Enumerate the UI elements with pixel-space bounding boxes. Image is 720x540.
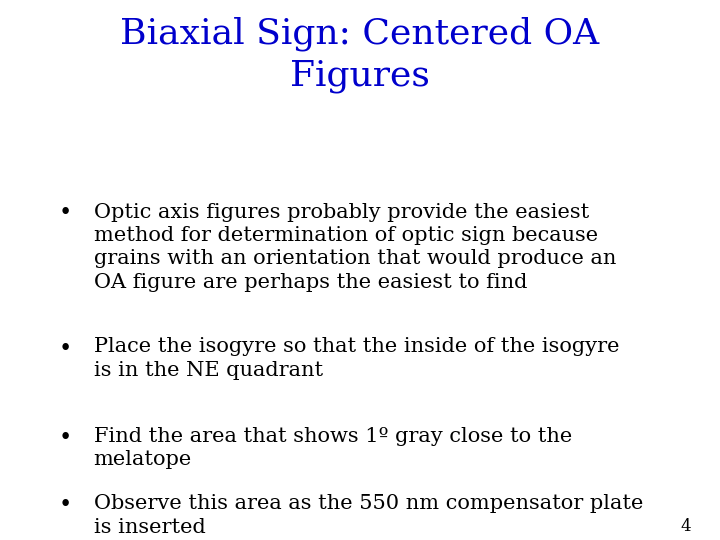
- Text: •: •: [58, 202, 71, 225]
- Text: Optic axis figures probably provide the easiest
method for determination of opti: Optic axis figures probably provide the …: [94, 202, 616, 292]
- Text: 4: 4: [680, 518, 691, 535]
- Text: •: •: [58, 494, 71, 516]
- Text: •: •: [58, 427, 71, 449]
- Text: Observe this area as the 550 nm compensator plate
is inserted: Observe this area as the 550 nm compensa…: [94, 494, 643, 537]
- Text: •: •: [58, 338, 71, 360]
- Text: Place the isogyre so that the inside of the isogyre
is in the NE quadrant: Place the isogyre so that the inside of …: [94, 338, 619, 380]
- Text: Find the area that shows 1º gray close to the
melatope: Find the area that shows 1º gray close t…: [94, 427, 572, 469]
- Text: Biaxial Sign: Centered OA
Figures: Biaxial Sign: Centered OA Figures: [120, 16, 600, 93]
